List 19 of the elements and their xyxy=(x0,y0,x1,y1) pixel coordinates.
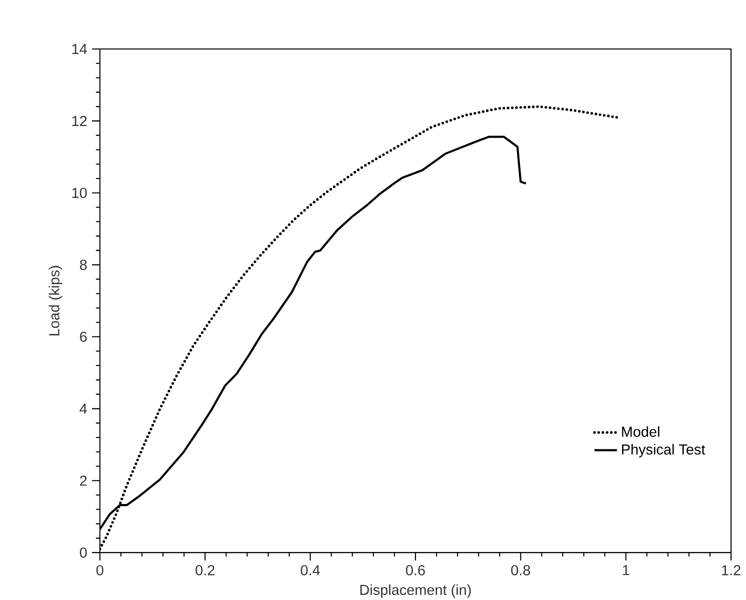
x-tick-label: 0.4 xyxy=(300,564,320,576)
x-tick-label: 0.8 xyxy=(511,564,530,576)
y-tick-label: 4 xyxy=(80,404,87,414)
legend-label: Model xyxy=(622,426,660,437)
x-tick-label: 0.6 xyxy=(406,564,425,576)
y-tick-label: 12 xyxy=(72,116,87,126)
y-tick-label: 10 xyxy=(72,188,87,198)
y-tick-label: 14 xyxy=(72,44,87,54)
y-tick-label: 2 xyxy=(80,475,87,486)
y-tick-label: 0 xyxy=(80,547,87,558)
x-tick-label: 1.2 xyxy=(722,564,740,575)
x-axis-title: Displacement (in) xyxy=(360,584,471,598)
x-tick-label: 0 xyxy=(96,564,104,576)
y-tick-label: 8 xyxy=(80,259,87,270)
x-tick-label: 1 xyxy=(622,564,630,575)
y-axis-title: Load (kips) xyxy=(48,266,62,336)
y-tick-label: 6 xyxy=(80,331,87,342)
x-tick-label: 0.2 xyxy=(196,564,214,576)
legend-label: Physical Test xyxy=(622,444,706,458)
